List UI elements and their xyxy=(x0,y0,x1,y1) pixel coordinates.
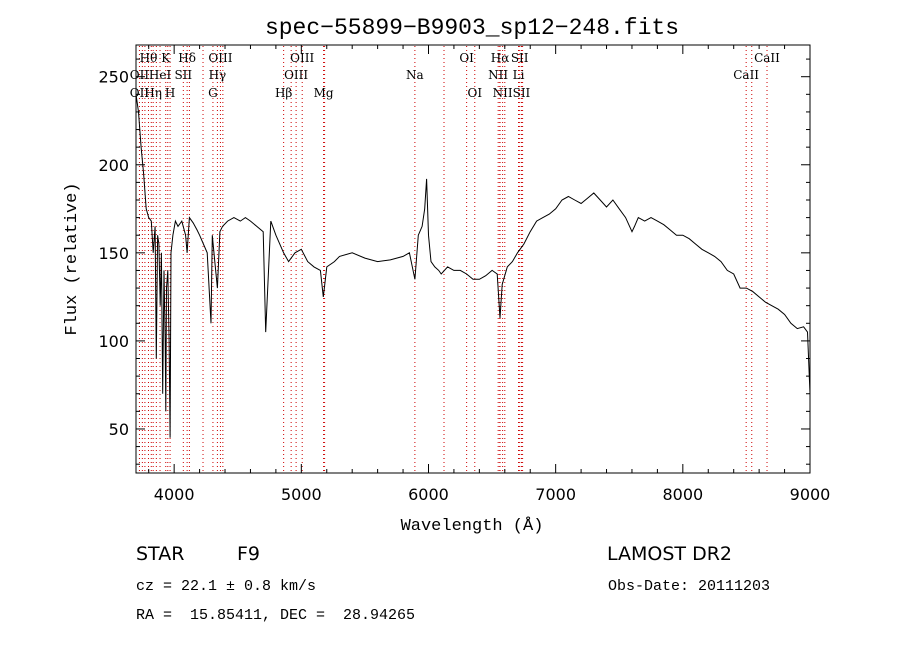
line-markers xyxy=(138,46,768,473)
line-marker-label: SII xyxy=(513,86,531,100)
x-tick-label: 5000 xyxy=(281,485,322,504)
x-tick-label: 4000 xyxy=(154,485,195,504)
line-marker-label: OII xyxy=(130,68,150,82)
y-tick-label: 50 xyxy=(109,420,129,439)
x-tick-label: 8000 xyxy=(662,485,703,504)
y-tick-label: 200 xyxy=(98,156,129,175)
x-tick-label: 6000 xyxy=(408,485,449,504)
line-marker-label: Hγ xyxy=(209,68,227,82)
plot-frame xyxy=(135,44,811,474)
line-marker-label: OIII xyxy=(284,68,308,82)
line-marker-label: Li xyxy=(513,68,525,82)
x-axis: 4000 5000 6000 7000 8000 9000 xyxy=(148,45,831,504)
line-marker-label: NII xyxy=(493,86,513,100)
line-marker-label: Hδ xyxy=(178,51,196,65)
line-marker-label: G xyxy=(208,86,218,100)
line-marker-label: Hθ xyxy=(140,51,158,65)
x-axis-label: Wavelength (Å) xyxy=(401,517,544,536)
line-marker-label: NII xyxy=(488,68,508,82)
line-marker-label: OII xyxy=(130,86,150,100)
line-marker-label: CaII xyxy=(754,51,780,65)
line-marker-label: H xyxy=(165,86,175,100)
line-marker-label: SII xyxy=(174,68,192,82)
survey-name: LAMOST DR2 xyxy=(607,543,732,565)
spectrum-line xyxy=(135,94,811,438)
redshift-cz: cz = 22.1 ± 0.8 km/s xyxy=(136,578,316,595)
line-marker-label: K xyxy=(161,51,171,65)
line-marker-label: CaII xyxy=(733,68,759,82)
y-axis: 50 100 150 200 250 xyxy=(98,58,810,465)
line-marker-label: SII xyxy=(511,51,529,65)
y-tick-label: 250 xyxy=(98,68,129,87)
x-tick-label: 9000 xyxy=(790,485,831,504)
chart-title: spec−55899−B9903_sp12−248.fits xyxy=(265,15,679,41)
line-marker-label: OIII xyxy=(290,51,314,65)
line-marker-label: Mg xyxy=(314,86,334,100)
line-marker-label: Hβ xyxy=(275,86,292,100)
y-tick-label: 100 xyxy=(98,332,129,351)
obs-date: Obs-Date: 20111203 xyxy=(608,578,770,595)
line-marker-label: OI xyxy=(467,86,482,100)
y-tick-label: 150 xyxy=(98,244,129,263)
line-marker-label: Hα xyxy=(491,51,510,65)
y-axis-label: Flux (relative) xyxy=(63,182,82,335)
line-marker-label: Hη xyxy=(144,86,162,100)
line-marker-label: Na xyxy=(406,68,424,82)
ra-dec: RA = 15.85411, DEC = 28.94265 xyxy=(136,607,415,624)
line-marker-label: HeI xyxy=(149,68,172,82)
line-marker-label: OIII xyxy=(208,51,232,65)
line-marker-label: OI xyxy=(459,51,474,65)
object-type: STAR xyxy=(136,543,184,565)
subclass: F9 xyxy=(237,543,260,565)
x-tick-label: 7000 xyxy=(535,485,576,504)
